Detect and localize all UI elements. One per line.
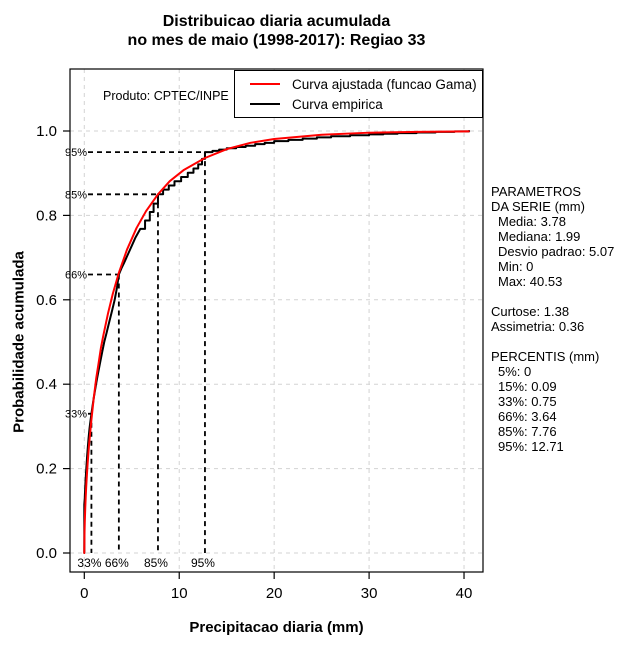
percentile-left-label: 95%	[65, 147, 87, 159]
legend-item: Curva ajustada (funcao Gama)	[250, 76, 482, 93]
gamma-curve	[83, 130, 470, 554]
stats-panel: PARAMETROS DA SERIE (mm) Media: 3.78 Median…	[491, 184, 614, 454]
percentile-left-label: 85%	[65, 189, 87, 201]
percentile-bottom-label: 66%	[105, 556, 129, 570]
stats-line: PERCENTIS (mm)	[491, 349, 600, 364]
legend-item: Curva empirica	[250, 96, 482, 113]
x-axis-title: Precipitacao diaria (mm)	[189, 619, 364, 636]
y-tick-label: 0.4	[36, 376, 57, 393]
stats-line: Mediana: 1.99	[498, 229, 581, 244]
product-label: Produto: CPTEC/INPE	[103, 89, 229, 103]
stats-line: 5%: 0	[498, 364, 532, 379]
y-tick-label: 1.0	[36, 123, 57, 140]
stats-line: 85%: 7.76	[498, 424, 557, 439]
plot-box	[69, 68, 484, 573]
stats-line: 33%: 0.75	[498, 394, 557, 409]
stats-line: Desvio padrao: 5.07	[498, 244, 615, 259]
stats-line: 15%: 0.09	[498, 379, 557, 394]
percentile-left-label: 66%	[65, 269, 87, 281]
x-tick-label: 0	[80, 585, 88, 602]
page-title-line2: no mes de maio (1998-2017): Regiao 33	[127, 32, 426, 49]
legend-line-sample	[250, 103, 280, 105]
y-tick-label: 0.6	[36, 292, 57, 309]
legend-box: Curva ajustada (funcao Gama) Curva empiri…	[234, 70, 483, 118]
stats-line: Min: 0	[498, 259, 534, 274]
legend-line-sample	[250, 83, 280, 85]
percentile-bottom-label: 95%	[191, 556, 215, 570]
y-tick-label: 0.2	[36, 461, 57, 478]
legend-label: Curva empirica	[292, 96, 383, 112]
stats-line: Max: 40.53	[498, 274, 563, 289]
stats-line: 95%: 12.71	[498, 439, 564, 454]
x-tick-label: 40	[456, 585, 473, 602]
percentile-bottom-label: 33%	[77, 556, 101, 570]
page-title-line1: Distribuicao diaria acumulada	[162, 13, 391, 30]
percentile-left-label: 33%	[65, 409, 87, 421]
y-tick-label: 0.0	[36, 545, 57, 562]
stats-line: DA SERIE (mm)	[491, 199, 585, 214]
legend-label: Curva ajustada (funcao Gama)	[292, 76, 477, 92]
stats-line: Media: 3.78	[498, 214, 566, 229]
stats-line	[491, 334, 614, 349]
stats-line	[491, 289, 614, 304]
stats-line: PARAMETROS	[491, 184, 582, 199]
percentile-bottom-label: 85%	[144, 556, 168, 570]
x-tick-label: 20	[266, 585, 283, 602]
y-tick-label: 0.8	[36, 207, 57, 224]
x-tick-label: 30	[361, 585, 378, 602]
y-axis-title: Probabilidade acumulada	[10, 251, 28, 433]
stats-line: 66%: 3.64	[498, 409, 557, 424]
stats-line: Curtose: 1.38	[491, 304, 570, 319]
x-tick-label: 10	[171, 585, 188, 602]
stats-line: Assimetria: 0.36	[491, 319, 585, 334]
